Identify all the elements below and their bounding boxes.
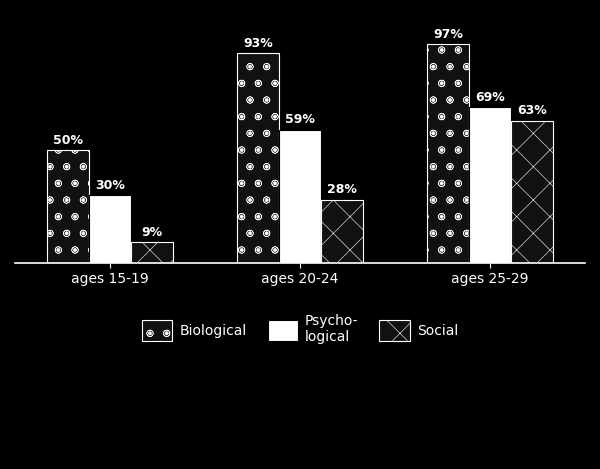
Bar: [47, 150, 89, 263]
Text: 50%: 50%: [53, 134, 83, 147]
Text: 9%: 9%: [141, 226, 163, 239]
Bar: [511, 121, 553, 263]
Text: 28%: 28%: [327, 183, 357, 197]
Bar: [131, 242, 173, 263]
Bar: [469, 107, 511, 263]
Text: 30%: 30%: [95, 179, 125, 192]
Bar: [279, 130, 321, 263]
Text: 97%: 97%: [433, 28, 463, 41]
Legend: Biological, Psycho-
logical, Social: Biological, Psycho- logical, Social: [136, 309, 464, 350]
Text: 93%: 93%: [244, 37, 273, 50]
Bar: [238, 53, 279, 263]
Text: 69%: 69%: [475, 91, 505, 104]
Bar: [89, 195, 131, 263]
Text: 59%: 59%: [285, 113, 315, 127]
Bar: [427, 44, 469, 263]
Text: 63%: 63%: [517, 105, 547, 117]
Bar: [321, 200, 362, 263]
